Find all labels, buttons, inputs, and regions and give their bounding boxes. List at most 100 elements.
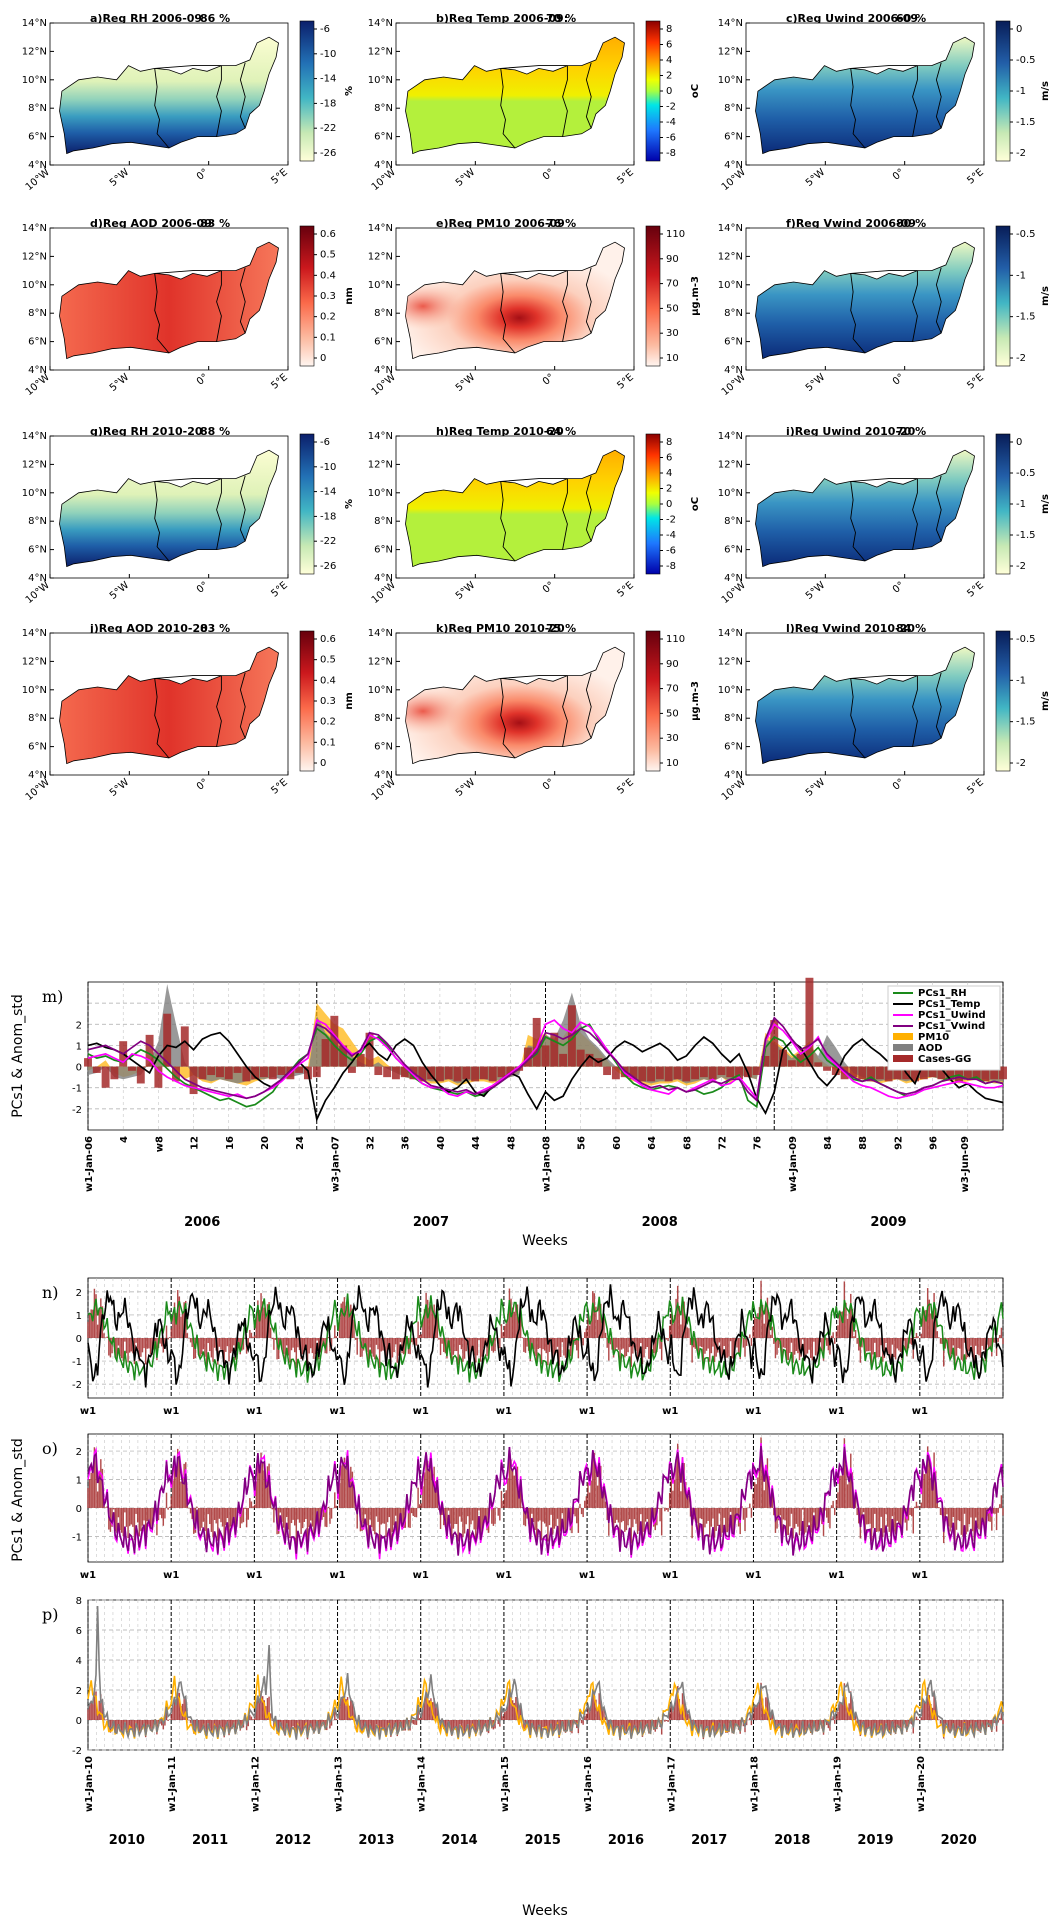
cases-bar — [967, 1720, 969, 1733]
cases-bar — [678, 1699, 681, 1720]
cases-bar — [390, 1720, 392, 1737]
cases-bar — [93, 1447, 96, 1508]
cases-bar — [952, 1720, 955, 1725]
cases-bar — [854, 1498, 857, 1508]
cases-bar — [444, 1066, 453, 1080]
cases-bar — [854, 1330, 857, 1338]
cases-bar — [946, 1720, 948, 1724]
cases-bar — [577, 1338, 580, 1359]
cases-bar — [994, 1507, 996, 1514]
colorbar-tick-label: 0.1 — [320, 737, 336, 748]
cases-bar — [846, 1484, 849, 1508]
cases-bar — [351, 1471, 354, 1508]
colorbar-unit: nm — [344, 287, 355, 305]
cases-bar — [644, 1507, 647, 1522]
x-tick-label: w1 — [413, 1570, 429, 1581]
cases-bar — [273, 1338, 275, 1350]
colorbar-tick-label: -1.5 — [1016, 117, 1036, 128]
cases-bar — [616, 1338, 618, 1348]
cases-bar — [447, 1720, 450, 1722]
panel-letter-p: p) — [42, 1605, 58, 1624]
map-title: d)Reg AOD 2006-09 — [90, 217, 212, 230]
cases-bar — [382, 1507, 384, 1524]
cases-bar — [796, 1053, 805, 1067]
cases-bar — [293, 1338, 296, 1353]
cases-bar — [923, 1310, 926, 1338]
cases-bar — [175, 1313, 177, 1338]
cases-bar — [859, 1338, 862, 1363]
cases-bar — [886, 1720, 889, 1730]
cases-bar — [712, 1338, 714, 1347]
cases-bar — [455, 1338, 458, 1352]
lat-tick-label: 4°N — [28, 573, 47, 584]
cases-bar — [752, 1326, 754, 1338]
cases-bar — [709, 1507, 711, 1538]
cases-bar — [492, 1338, 495, 1353]
cases-bar — [971, 1338, 974, 1357]
cases-bar — [324, 1720, 326, 1730]
cases-bar — [866, 1338, 868, 1352]
colorbar-tick-label: -1 — [1016, 499, 1026, 510]
cases-bar — [313, 1338, 315, 1359]
x-tick-label: 36 — [401, 1136, 412, 1150]
lat-tick-label: 10°N — [718, 75, 743, 86]
lon-tick-label: 5°W — [454, 167, 477, 189]
cases-bar — [502, 1332, 504, 1338]
cases-bar — [874, 1507, 876, 1514]
cases-bar — [340, 1697, 342, 1720]
cases-bar — [143, 1338, 145, 1349]
cases-bar — [535, 1507, 538, 1540]
cases-bar — [455, 1507, 458, 1525]
cases-bar — [321, 1039, 330, 1067]
cases-bar — [145, 1034, 154, 1067]
colorbar — [995, 433, 1011, 575]
cases-bar — [707, 1338, 709, 1349]
cases-bar — [864, 1338, 866, 1361]
cases-bar — [937, 1066, 946, 1080]
cases-bar — [729, 1507, 732, 1512]
cases-bar — [535, 1720, 538, 1737]
cases-bar — [281, 1720, 283, 1728]
cases-bar — [627, 1507, 629, 1526]
cases-bar — [999, 1504, 1001, 1508]
cases-bar — [920, 1333, 922, 1338]
cases-bar — [914, 1336, 916, 1338]
cases-bar — [433, 1304, 435, 1338]
cases-bar — [473, 1720, 475, 1732]
cases-bar — [500, 1324, 503, 1338]
cases-bar — [737, 1338, 740, 1354]
cases-bar — [253, 1335, 256, 1338]
cases-bar — [204, 1507, 206, 1532]
x-tick-label: w1 — [329, 1406, 345, 1417]
cases-bar — [973, 1338, 975, 1365]
cases-bar — [842, 1702, 844, 1720]
cases-bar — [135, 1720, 137, 1724]
cases-bar — [915, 1332, 918, 1338]
cases-bar — [231, 1338, 233, 1352]
cases-bar — [169, 1719, 171, 1720]
cases-bar — [770, 1020, 779, 1067]
cases-bar — [718, 1507, 721, 1514]
cases-bar — [287, 1338, 290, 1356]
cases-bar — [636, 1338, 639, 1360]
cases-bar — [378, 1338, 381, 1369]
cases-bar — [1002, 1338, 1004, 1345]
cases-bar — [803, 1338, 806, 1360]
cases-bar — [350, 1304, 352, 1338]
cases-bar — [295, 1507, 298, 1546]
cases-bar — [146, 1338, 149, 1349]
cases-bar — [955, 1338, 958, 1356]
cases-bar — [997, 1507, 999, 1513]
cases-bar — [457, 1720, 459, 1738]
cases-bar — [435, 1705, 437, 1720]
cases-bar — [547, 1338, 549, 1366]
cases-bar — [785, 1720, 788, 1735]
cases-bar — [979, 1507, 982, 1533]
lat-tick-label: 10°N — [22, 685, 47, 696]
cases-bar — [608, 1338, 610, 1361]
cases-bar — [745, 1507, 748, 1518]
cases-bar — [287, 1720, 290, 1732]
cases-bar — [169, 1337, 171, 1338]
cases-bar — [122, 1720, 124, 1735]
